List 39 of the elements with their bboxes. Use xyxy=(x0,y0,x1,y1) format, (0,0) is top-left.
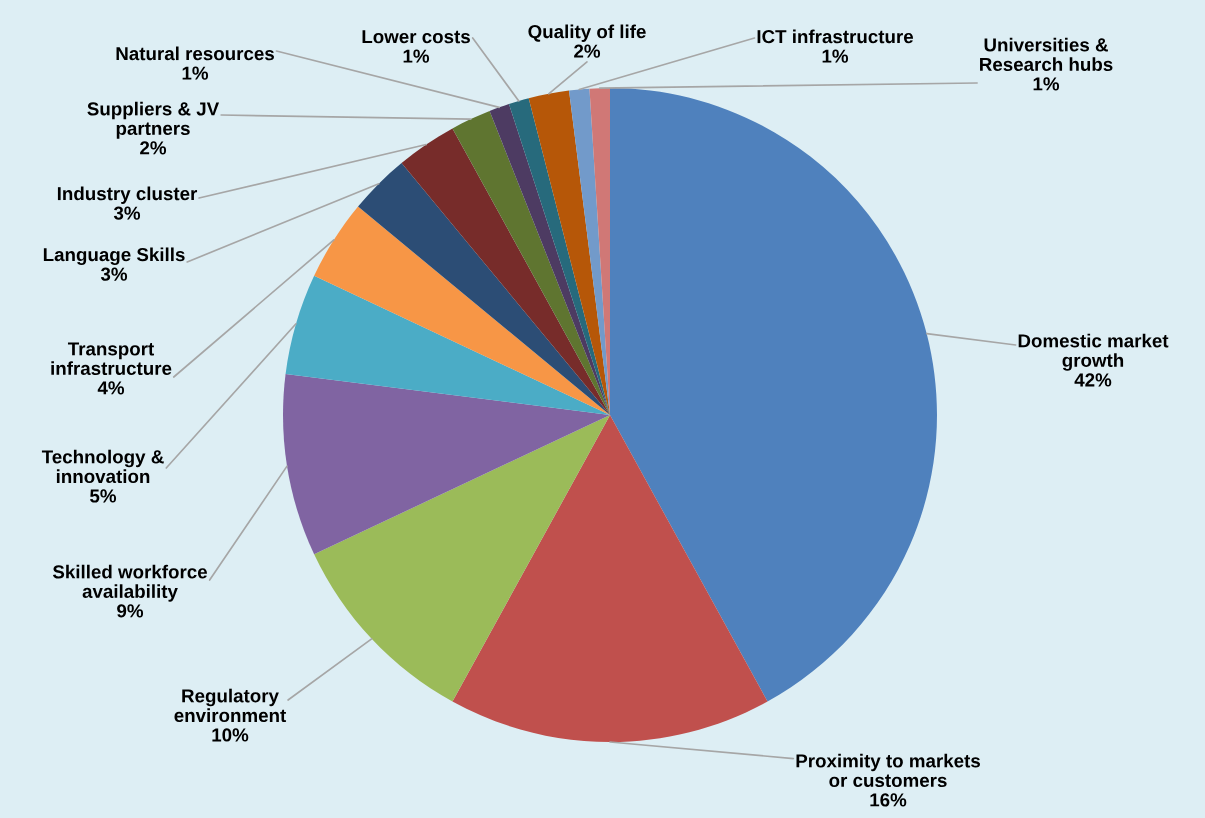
pie-slice xyxy=(358,163,610,415)
slice-label: Universities & Research hubs xyxy=(980,37,1113,72)
pie-slice xyxy=(452,110,610,415)
data-label: 1% xyxy=(1033,77,1060,91)
pie-slice xyxy=(285,275,610,415)
slice-label: Technology & innovation xyxy=(41,449,164,484)
data-label: 3% xyxy=(113,206,141,220)
slice-label: Lower costs xyxy=(362,30,470,44)
pie-slice xyxy=(489,104,610,415)
data-label: 1% xyxy=(182,66,209,80)
pie-slice xyxy=(283,374,610,555)
slice-label: Transport infrastructure xyxy=(51,342,172,376)
pie-slice xyxy=(314,206,610,415)
data-label: 42% xyxy=(1074,373,1112,387)
pie-slice xyxy=(401,128,610,415)
slice-label: Domestic market growth xyxy=(1018,333,1169,371)
pie-slice xyxy=(528,90,610,415)
data-label: 1% xyxy=(822,49,849,63)
data-label: 5% xyxy=(90,489,117,503)
pie-slice xyxy=(610,88,937,702)
slice-label: ICT infrastructure xyxy=(757,29,914,44)
pie-slice xyxy=(314,415,610,702)
data-label: 16% xyxy=(870,793,907,807)
slice-label: Skilled workforce availability xyxy=(52,564,207,602)
slice-label: Suppliers & JV partners xyxy=(87,101,220,139)
slice-label: Language Skills xyxy=(43,247,185,266)
slice-label: Natural resources xyxy=(116,46,274,61)
slice-label: Regulatory environment xyxy=(174,688,287,723)
slice-label: Proximity to markets or customers xyxy=(796,753,980,788)
data-label: 2% xyxy=(140,141,167,155)
data-label: 4% xyxy=(97,381,125,395)
data-label: 2% xyxy=(574,44,601,58)
slice-label: Quality of life xyxy=(528,24,646,42)
pie-slice xyxy=(452,415,768,742)
data-label: 3% xyxy=(100,267,128,281)
slice-label: Industry cluster xyxy=(57,186,198,204)
data-label: 9% xyxy=(117,604,144,618)
data-label: 1% xyxy=(403,49,430,63)
data-label: 10% xyxy=(212,728,249,742)
